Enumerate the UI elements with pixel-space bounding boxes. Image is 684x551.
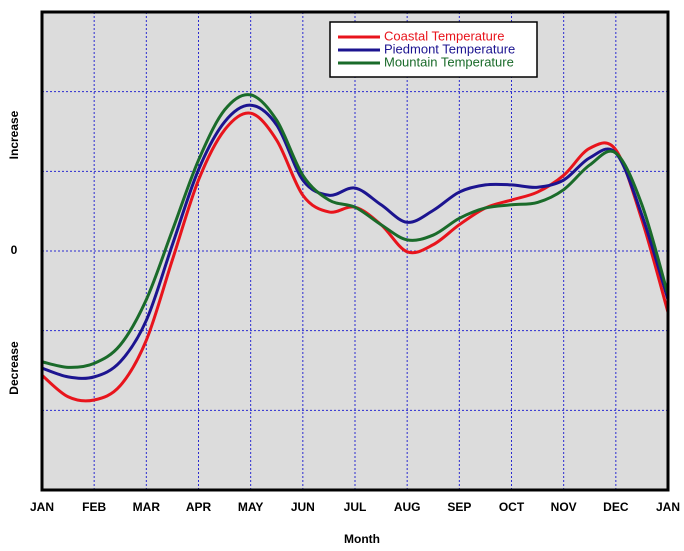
x-tick-label: JUL xyxy=(344,500,367,514)
legend-label: Coastal Temperature xyxy=(384,28,504,43)
legend-label: Piedmont Temperature xyxy=(384,41,515,56)
x-tick-label: NOV xyxy=(551,500,577,514)
y-tick-label: 0 xyxy=(11,243,18,257)
x-tick-label: SEP xyxy=(447,500,471,514)
legend-label: Mountain Temperature xyxy=(384,54,514,69)
series-line xyxy=(41,93,670,369)
x-tick-label: DEC xyxy=(603,500,629,514)
x-tick-label: JAN xyxy=(656,500,680,514)
x-tick-label: JUN xyxy=(291,500,315,514)
x-tick-label: OCT xyxy=(499,500,525,514)
x-tick-label: AUG xyxy=(394,500,421,514)
series-line xyxy=(41,103,670,380)
x-axis-label: Month xyxy=(344,532,380,546)
y-axis-label-top: Increase xyxy=(7,110,21,159)
x-tick-label: MAR xyxy=(133,500,161,514)
plot-border xyxy=(40,10,670,492)
x-tick-label: APR xyxy=(186,500,212,514)
y-axis-label-bottom: Decrease xyxy=(7,341,21,395)
x-tick-label: FEB xyxy=(82,500,106,514)
x-tick-label: MAY xyxy=(238,500,264,514)
x-tick-label: JAN xyxy=(30,500,54,514)
